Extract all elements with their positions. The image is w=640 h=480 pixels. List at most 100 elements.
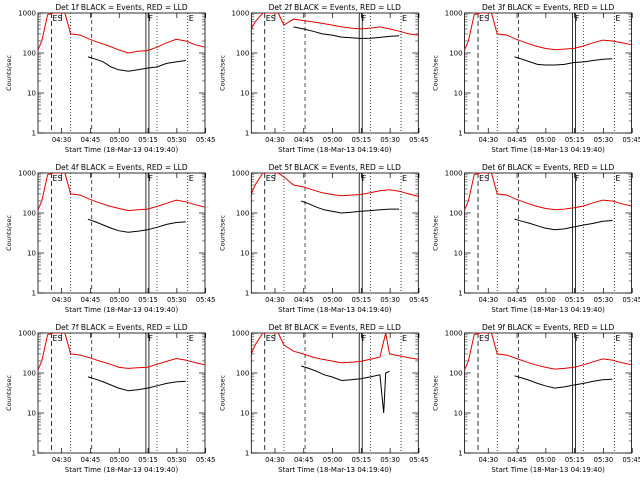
x-axis-label: Start Time (18-Mar-13 04:19:40) (278, 466, 392, 474)
x-tick-label: 05:30 (380, 296, 400, 304)
chart-title: Det 4f BLACK = Events, RED = LLD (55, 163, 188, 172)
series-line-events (514, 56, 613, 66)
marker-label-ES: ES (266, 334, 276, 343)
y-tick-label: 10 (27, 410, 36, 418)
y-axis-label: Counts/sec (218, 55, 226, 91)
x-tick-label: 05:15 (352, 296, 372, 304)
x-tick-label: 05:45 (196, 296, 216, 304)
x-axis-label: Start Time (18-Mar-13 04:19:40) (491, 466, 605, 474)
x-tick-label: 05:45 (622, 136, 640, 144)
x-tick-label: 05:00 (536, 456, 556, 464)
x-tick-label: 05:45 (409, 296, 429, 304)
x-tick-label: 05:00 (109, 456, 129, 464)
marker-label-F: F (148, 14, 153, 23)
y-tick-label: 1000 (231, 330, 249, 338)
x-axis-label: Start Time (18-Mar-13 04:19:40) (278, 306, 392, 314)
series-line-events (514, 218, 613, 231)
marker-label-F: F (575, 334, 580, 343)
series-line-lld (38, 13, 205, 54)
x-axis-label: Start Time (18-Mar-13 04:19:40) (65, 466, 179, 474)
x-tick-label: 05:00 (323, 456, 343, 464)
marker-label-F: F (575, 174, 580, 183)
y-tick-label: 100 (449, 370, 462, 378)
plot-frame (250, 332, 419, 454)
chart-panel-5: Det 5f BLACK = Events, RED = LLD 1 10 100 10… (218, 163, 428, 314)
series-line-events (87, 56, 186, 72)
series-line-lld (38, 333, 205, 370)
y-axis-label: Counts/sec (5, 375, 13, 411)
series-line-lld (251, 13, 419, 36)
y-tick-label: 100 (449, 210, 462, 218)
x-tick-label: 04:30 (265, 456, 285, 464)
x-tick-label: 04:30 (265, 136, 285, 144)
series-line-events (293, 26, 400, 40)
series-line-lld (464, 333, 632, 370)
x-tick-label: 05:15 (138, 456, 158, 464)
y-tick-label: 100 (23, 210, 36, 218)
marker-label-E: E (402, 174, 407, 183)
marker-label-E: E (615, 14, 620, 23)
y-axis-label: Counts/sec (432, 55, 440, 91)
y-tick-label: 10 (454, 410, 463, 418)
series-line-lld (464, 13, 632, 51)
x-tick-label: 05:30 (594, 296, 614, 304)
x-tick-label: 04:45 (81, 296, 101, 304)
plot-frame (464, 12, 633, 134)
x-tick-label: 05:15 (352, 456, 372, 464)
x-tick-label: 05:45 (196, 136, 216, 144)
chart-panel-7: Det 7f BLACK = Events, RED = LLD 1 10 100 10… (5, 323, 215, 474)
y-tick-label: 1 (32, 290, 36, 298)
y-tick-label: 1 (32, 130, 36, 138)
x-tick-label: 05:30 (167, 136, 187, 144)
chart-title: Det 9f BLACK = Events, RED = LLD (482, 323, 615, 332)
plot-frame (464, 172, 633, 294)
x-tick-label: 05:00 (109, 136, 129, 144)
x-tick-label: 05:15 (565, 136, 585, 144)
y-axis-label: Counts/sec (218, 375, 226, 411)
marker-label-F: F (575, 14, 580, 23)
marker-label-E: E (189, 14, 194, 23)
y-tick-label: 10 (240, 250, 249, 258)
x-tick-label: 05:30 (380, 136, 400, 144)
x-tick-label: 05:15 (565, 296, 585, 304)
x-tick-label: 04:45 (507, 136, 527, 144)
series-line-lld (38, 173, 205, 212)
marker-label-ES: ES (479, 14, 489, 23)
x-tick-label: 05:15 (138, 296, 158, 304)
series-line-events (514, 375, 613, 389)
y-tick-label: 10 (454, 90, 463, 98)
x-tick-label: 04:45 (507, 456, 527, 464)
chart-title: Det 5f BLACK = Events, RED = LLD (269, 163, 402, 172)
chart-title: Det 2f BLACK = Events, RED = LLD (269, 3, 402, 12)
y-axis-label: Counts/sec (218, 215, 226, 251)
y-tick-label: 100 (23, 370, 36, 378)
y-tick-label: 1000 (18, 170, 36, 178)
x-tick-label: 05:30 (167, 456, 187, 464)
plot-frame (464, 332, 633, 454)
y-tick-label: 1000 (445, 330, 463, 338)
x-axis-label: Start Time (18-Mar-13 04:19:40) (278, 146, 392, 154)
y-tick-label: 1 (245, 130, 249, 138)
x-tick-label: 05:15 (352, 136, 372, 144)
y-tick-label: 1 (32, 450, 36, 458)
marker-label-ES: ES (52, 174, 62, 183)
chart-title: Det 1f BLACK = Events, RED = LLD (55, 3, 188, 12)
x-tick-label: 04:45 (294, 136, 314, 144)
chart-panel-9: Det 9f BLACK = Events, RED = LLD 1 10 100 10… (432, 323, 640, 474)
series-line-events (301, 365, 390, 414)
x-tick-label: 04:45 (294, 456, 314, 464)
y-tick-label: 10 (27, 90, 36, 98)
chart-panel-3: Det 3f BLACK = Events, RED = LLD 1 10 100 10… (432, 3, 640, 154)
x-axis-label: Start Time (18-Mar-13 04:19:40) (65, 306, 179, 314)
y-tick-label: 1000 (18, 10, 36, 18)
series-line-events (87, 218, 186, 233)
x-tick-label: 05:00 (536, 296, 556, 304)
y-tick-label: 1000 (231, 10, 249, 18)
plot-frame (250, 12, 419, 134)
y-axis-label: Counts/sec (432, 375, 440, 411)
x-tick-label: 05:45 (409, 456, 429, 464)
plot-frame (37, 172, 206, 294)
chart-title: Det 6f BLACK = Events, RED = LLD (482, 163, 615, 172)
x-tick-label: 04:30 (265, 296, 285, 304)
